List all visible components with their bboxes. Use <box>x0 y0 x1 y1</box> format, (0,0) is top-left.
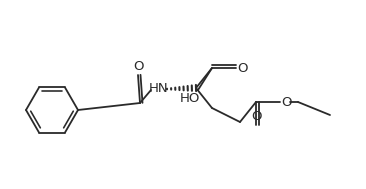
Text: O: O <box>134 60 144 73</box>
Text: HN: HN <box>149 83 169 95</box>
Text: O: O <box>281 97 291 109</box>
Text: O: O <box>238 63 248 75</box>
Text: HO: HO <box>180 91 200 105</box>
Text: O: O <box>252 111 262 123</box>
